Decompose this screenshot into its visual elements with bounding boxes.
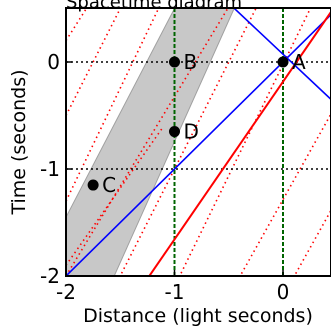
dotted-worldline	[66, 8, 122, 116]
y-tick-label: 0	[47, 50, 60, 74]
point-b	[169, 56, 180, 68]
ticks: -2 -1 0 0 -1 -2	[40, 50, 289, 304]
point-d	[169, 126, 180, 138]
dotted-worldline	[66, 8, 229, 276]
point-label-c: C	[102, 173, 116, 197]
point-label-b: B	[184, 50, 198, 74]
dotted-worldline	[293, 208, 331, 276]
x-tick-label: 0	[277, 280, 290, 304]
red-worldline	[148, 10, 331, 276]
dotted-worldline	[178, 8, 312, 276]
y-tick-label: -2	[40, 264, 60, 288]
point-label-d: D	[184, 120, 199, 144]
point-c	[87, 179, 99, 191]
dotted-worldlines	[66, 8, 331, 276]
y-axis-label: Time (seconds)	[8, 69, 30, 215]
points: A B C D	[87, 50, 306, 197]
point-label-a: A	[292, 50, 306, 74]
x-tick-label: -2	[56, 280, 76, 304]
light-cone-line-1	[66, 13, 331, 276]
axes-frame	[65, 7, 331, 277]
y-tick-label: -1	[40, 157, 60, 181]
x-tick-label: -1	[165, 280, 185, 304]
point-a	[277, 56, 289, 68]
x-axis-label: Distance (light seconds)	[83, 305, 313, 327]
shaded-band	[66, 8, 235, 276]
light-cone-line-2	[232, 8, 331, 101]
dotted-worldline	[66, 8, 88, 42]
